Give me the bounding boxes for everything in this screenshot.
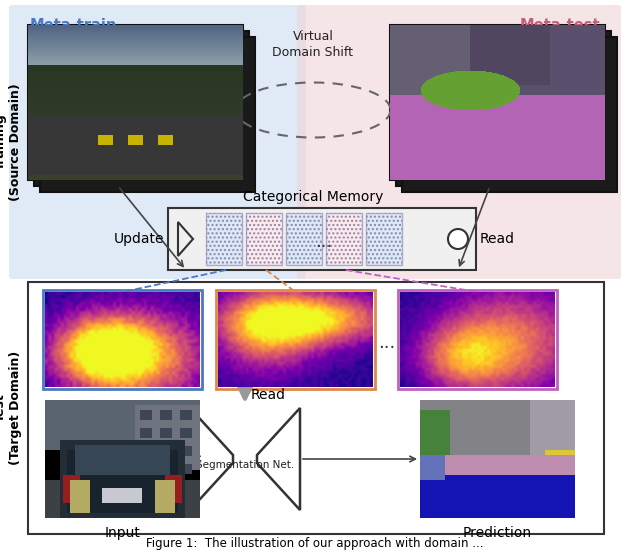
Bar: [216, 290, 375, 389]
Bar: [206, 213, 242, 265]
Text: Meta-test: Meta-test: [519, 18, 600, 33]
Text: Figure 1:  The illustration of our approach with domain ...: Figure 1: The illustration of our approa…: [146, 537, 484, 550]
Text: ...: ...: [378, 334, 395, 351]
Text: ...: ...: [316, 233, 333, 251]
Circle shape: [120, 110, 127, 117]
Bar: [246, 213, 282, 265]
Text: Categorical Memory: Categorical Memory: [243, 190, 383, 204]
Ellipse shape: [73, 102, 173, 157]
Bar: [286, 213, 322, 265]
Bar: [402, 37, 617, 192]
Bar: [34, 31, 249, 186]
Bar: [206, 213, 242, 265]
Text: Read: Read: [251, 388, 286, 402]
Text: Segmentation Net.: Segmentation Net.: [196, 460, 294, 470]
Bar: [286, 213, 322, 265]
Text: Training
(Source Domain): Training (Source Domain): [0, 83, 22, 201]
Bar: [246, 213, 282, 265]
Bar: [28, 25, 243, 180]
Text: Test
(Target Domain): Test (Target Domain): [0, 351, 22, 465]
Bar: [28, 282, 604, 534]
Text: Virtual
Domain Shift: Virtual Domain Shift: [273, 30, 353, 59]
Bar: [396, 31, 611, 186]
Circle shape: [116, 106, 130, 120]
Text: $\mathbb{S}_1$: $\mathbb{S}_1$: [219, 158, 235, 175]
Bar: [398, 290, 557, 389]
Bar: [390, 25, 605, 180]
Bar: [40, 37, 255, 192]
Bar: [326, 213, 362, 265]
Polygon shape: [190, 408, 233, 510]
Bar: [366, 213, 402, 265]
Text: Read: Read: [480, 232, 515, 246]
Circle shape: [448, 229, 468, 249]
Bar: [366, 213, 402, 265]
Bar: [326, 213, 362, 265]
Text: Input: Input: [105, 526, 140, 540]
FancyBboxPatch shape: [297, 5, 621, 279]
Polygon shape: [530, 105, 560, 135]
Polygon shape: [257, 408, 300, 510]
Bar: [168, 208, 476, 270]
FancyBboxPatch shape: [9, 5, 306, 279]
Text: Update: Update: [113, 232, 164, 246]
Text: Prediction: Prediction: [463, 526, 532, 540]
Text: $\mathbb{S}_2$: $\mathbb{S}_2$: [398, 158, 414, 175]
Bar: [43, 290, 202, 389]
Text: Meta-train: Meta-train: [30, 18, 117, 33]
